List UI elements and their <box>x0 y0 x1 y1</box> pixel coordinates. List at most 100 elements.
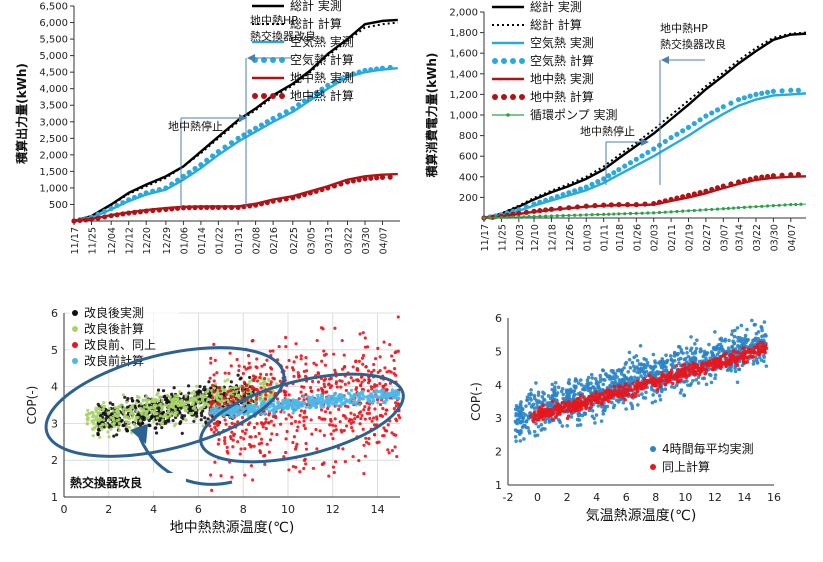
scatter-point <box>211 383 215 387</box>
scatter-point <box>209 356 213 360</box>
scatter-point <box>134 425 138 429</box>
series-point <box>747 176 753 182</box>
scatter-point <box>290 366 295 370</box>
scatter-point <box>343 414 347 418</box>
scatter-point <box>212 406 216 410</box>
scatter-point <box>369 395 373 400</box>
scatter-point <box>236 373 240 377</box>
scatter-point <box>676 367 681 372</box>
legend-label: 地中熱 計算 <box>290 88 354 103</box>
scatter-point <box>201 409 205 413</box>
scatter-point <box>569 403 573 408</box>
scatter-point <box>539 422 544 427</box>
scatter-point <box>249 464 254 468</box>
series-point <box>574 204 581 210</box>
scatter-point <box>627 350 632 355</box>
scatter-point <box>343 382 347 386</box>
scatter-point <box>287 413 291 417</box>
scatter-point <box>320 359 324 363</box>
scatter-point <box>679 347 684 352</box>
scatter-point <box>395 419 399 423</box>
scatter-point <box>263 411 267 416</box>
series-point <box>258 122 265 128</box>
scatter-point <box>704 382 709 387</box>
series-point <box>325 82 331 88</box>
series-point <box>143 208 149 214</box>
x-tick-label: 02/03 <box>650 224 661 251</box>
scatter-point <box>182 406 187 410</box>
scatter-point <box>595 398 599 403</box>
series-point <box>192 166 198 172</box>
scatter-point <box>179 406 183 410</box>
scatter-point <box>265 382 269 387</box>
scatter-point <box>121 423 125 428</box>
series-point <box>108 205 114 212</box>
scatter-point <box>304 392 308 397</box>
series-point <box>368 67 374 73</box>
legend-swatch <box>510 58 516 64</box>
scatter-point <box>284 450 288 455</box>
scatter-point <box>127 425 132 430</box>
series-point <box>617 212 621 216</box>
scatter-point <box>719 346 723 351</box>
scatter-point <box>157 403 162 407</box>
scatter-point <box>566 380 571 385</box>
y-tick-label: 2,000 <box>39 150 68 161</box>
scatter-point <box>115 411 119 415</box>
series-point <box>319 86 325 92</box>
scatter-point <box>168 395 172 399</box>
scatter-point <box>730 344 734 349</box>
scatter-point <box>623 362 628 366</box>
scatter-point <box>395 454 399 459</box>
scatter-point <box>225 445 229 449</box>
y-tick-label: 1,500 <box>39 167 68 178</box>
scatter-point <box>255 379 260 383</box>
scatter-point <box>180 431 184 436</box>
series-point <box>554 193 560 200</box>
series-point <box>566 190 572 196</box>
series-point <box>770 88 776 94</box>
scatter-point <box>284 345 288 349</box>
series-point <box>590 213 594 217</box>
series-point <box>652 211 656 215</box>
scatter-point <box>532 406 537 410</box>
scatter-point <box>656 372 660 376</box>
scatter-point <box>604 389 609 394</box>
scatter-point <box>623 376 628 381</box>
scatter-point <box>638 367 642 371</box>
scatter-point <box>117 418 121 422</box>
legend-swatch <box>519 94 525 100</box>
scatter-point <box>236 393 240 397</box>
scatter-point <box>333 417 337 421</box>
scatter-point <box>269 372 273 376</box>
scatter-point <box>381 434 385 438</box>
scatter-point <box>203 385 207 389</box>
scatter-point <box>341 447 345 451</box>
series-point <box>561 213 565 218</box>
series-point <box>338 181 344 187</box>
series-point <box>499 215 504 220</box>
scatter-point <box>638 343 643 348</box>
scatter-point <box>612 403 617 408</box>
y-tick-label: 2 <box>51 454 58 467</box>
series-point <box>662 138 668 145</box>
x-tick-label: 12 <box>326 503 340 516</box>
series-point <box>642 201 648 207</box>
scatter-point <box>85 417 89 421</box>
scatter-point <box>677 379 681 383</box>
x-tick-label: 12 <box>708 491 722 504</box>
scatter-point <box>229 380 233 384</box>
series-point <box>296 193 302 199</box>
series-point <box>628 211 633 216</box>
scatter-point <box>529 392 533 397</box>
scatter-point <box>586 388 591 393</box>
series-point <box>596 212 600 217</box>
scatter-point <box>343 460 347 464</box>
scatter-point <box>129 405 133 409</box>
scatter-point <box>199 395 203 399</box>
scatter-point <box>263 462 267 466</box>
scatter-point <box>370 419 374 423</box>
series-point <box>264 199 270 206</box>
scatter-point <box>333 424 338 428</box>
scatter-point <box>315 447 319 451</box>
